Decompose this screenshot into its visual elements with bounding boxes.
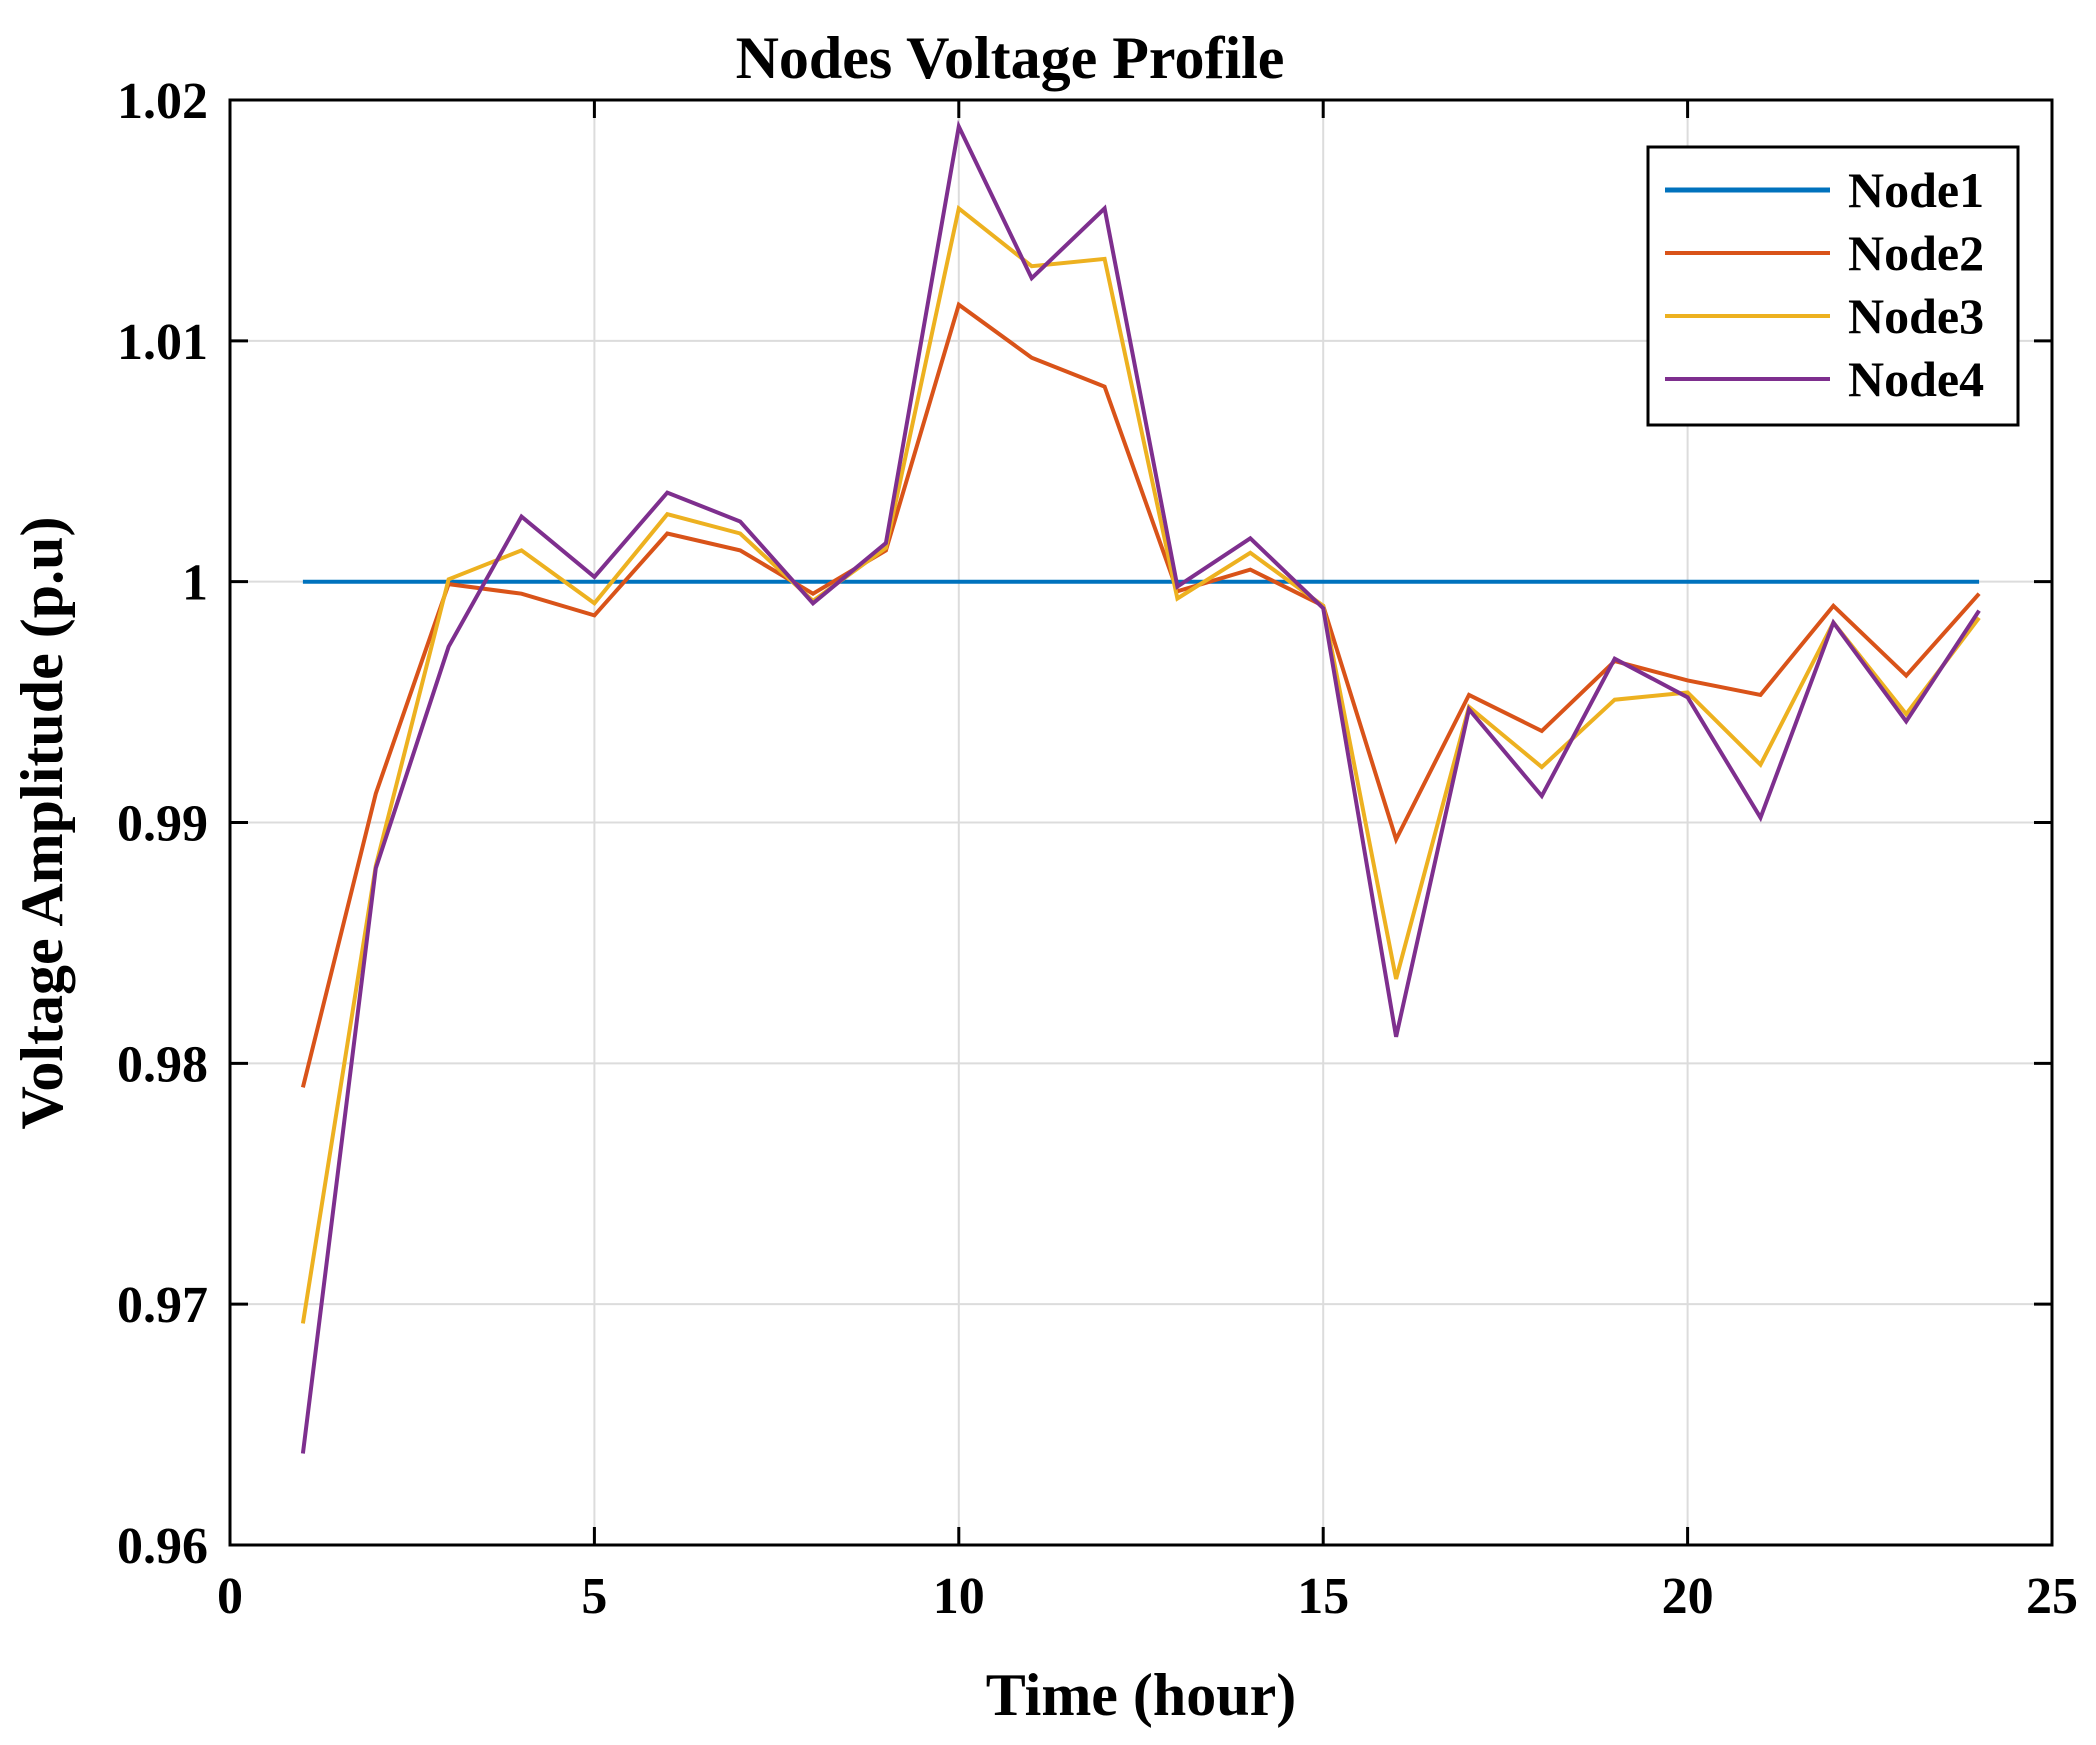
axis-ticks [228,98,2054,1547]
y-tick-label: 1.01 [117,314,208,371]
legend-label-node1: Node1 [1848,162,1984,218]
x-axis-label: Time (hour) [986,1662,1297,1728]
series-line-node4 [300,120,1981,1454]
x-tick-label: 10 [933,1568,985,1625]
y-tick-label: 0.97 [117,1277,208,1334]
y-tick-label: 1 [182,555,208,612]
series-line-node2 [300,301,1981,1088]
x-tick-label: 20 [1662,1568,1714,1625]
legend-label-node3: Node3 [1848,288,1984,344]
x-tick-label: 0 [217,1568,243,1625]
y-tick-label: 0.98 [117,1036,208,1093]
y-axis-label: Voltage Amplitude (p.u) [9,517,75,1130]
legend-label-node4: Node4 [1848,351,1984,407]
x-tick-label: 25 [2026,1568,2078,1625]
legend-label-node2: Node2 [1848,225,1984,281]
x-tick-labels: 0 5 10 15 20 25 [217,1568,2078,1625]
legend: Node1 Node2 Node3 Node4 [1646,145,2020,427]
y-tick-label: 0.99 [117,796,208,853]
y-tick-label: 0.96 [117,1518,208,1575]
series-line-node3 [300,204,1981,1324]
x-tick-label: 15 [1297,1568,1349,1625]
y-tick-labels: 0.96 0.97 0.98 0.99 1 1.01 1.02 [117,73,208,1575]
x-tick-label: 5 [581,1568,607,1625]
y-tick-label: 1.02 [117,73,208,130]
plot-area [300,120,1981,1454]
chart-title: Nodes Voltage Profile [736,25,1285,91]
